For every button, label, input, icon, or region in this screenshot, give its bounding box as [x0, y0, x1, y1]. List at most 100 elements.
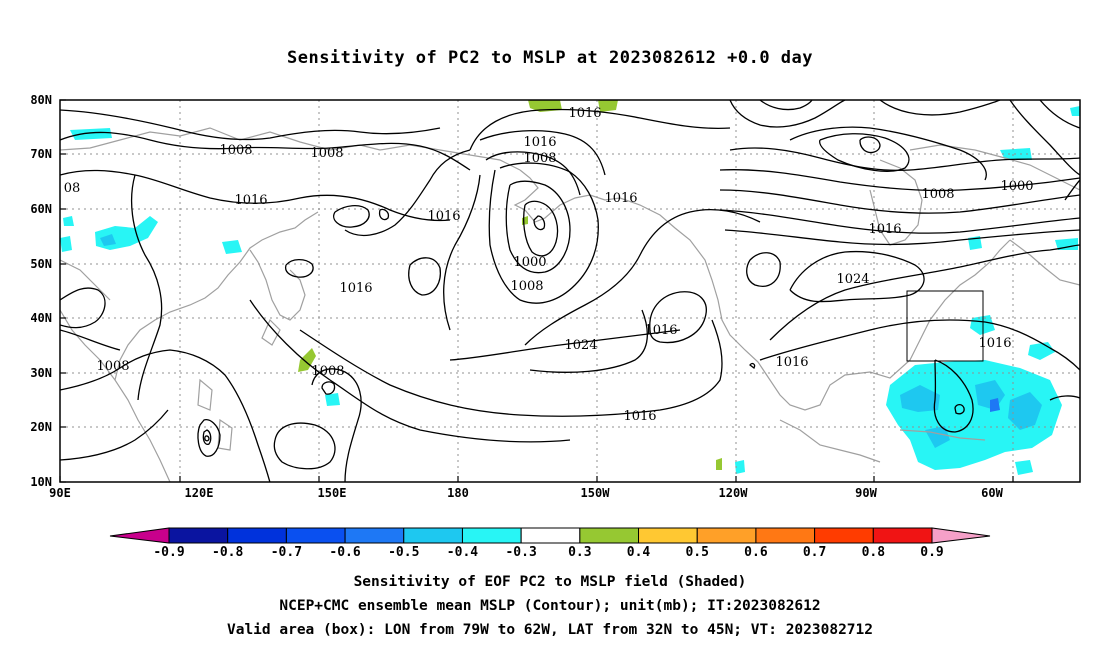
contour-label: 1008 [311, 364, 344, 379]
colorbar-label: -0.4 [447, 545, 478, 560]
lon-label: 120W [719, 486, 749, 500]
colorbar-box [344, 527, 405, 544]
lat-label: 50N [30, 257, 52, 271]
contour-line [60, 109, 441, 141]
shade-patch [522, 216, 528, 225]
contour-line [60, 169, 451, 222]
contour-label: 1016 [568, 106, 601, 121]
contour-label: 1000 [1000, 179, 1033, 194]
contour-line [60, 409, 169, 461]
colorbar-box [461, 527, 522, 544]
contour-line [533, 215, 546, 231]
contour-line [759, 100, 813, 111]
shade-patch [900, 385, 940, 412]
contour-line [859, 136, 881, 154]
contour-label: 1016 [604, 191, 637, 206]
contour-line [1049, 395, 1080, 401]
contour-label: 1024 [836, 272, 869, 287]
shade-patch [100, 234, 116, 246]
shade-patch [598, 100, 618, 112]
shade-patch [1015, 460, 1033, 475]
colorbar-box [285, 527, 346, 544]
contour-line [729, 147, 1080, 172]
contour-label: 1016 [234, 193, 267, 208]
colorbar-label: 0.6 [744, 545, 768, 560]
coastline [217, 418, 233, 451]
colorbar-labels: -0.9 -0.8 -0.7 -0.6 -0.5 -0.4 -0.3 0.3 0.4 0.5 0.6… [153, 545, 943, 560]
coastline [249, 249, 306, 321]
coastline [779, 419, 881, 463]
contour-line [1009, 100, 1080, 176]
contour-line [485, 151, 581, 196]
contour-line [443, 174, 481, 331]
contour-line [719, 189, 1080, 214]
coastline [60, 127, 521, 171]
colorbar-box [755, 527, 816, 544]
latitude-labels: 80N 70N 60N 50N 40N 30N 20N 10N [30, 93, 52, 489]
colorbar-max-triangle [931, 527, 991, 544]
coastline [114, 211, 319, 381]
shade-patch [1055, 238, 1078, 250]
contour-line [719, 169, 1080, 192]
contour-line [60, 287, 106, 329]
lon-label: 180 [447, 486, 469, 500]
colorbar-box [638, 527, 698, 544]
contour-line [488, 162, 599, 304]
colorbar-box [168, 527, 229, 544]
contour-label: 1016 [978, 336, 1011, 351]
valid-area-box [906, 290, 984, 362]
contour-label: 1016 [868, 222, 901, 237]
lon-label: 60W [981, 486, 1003, 500]
contour-line [789, 250, 925, 303]
contour-label: 1016 [644, 323, 677, 338]
tick-marks [59, 99, 1014, 483]
colorbar-label: 0.4 [627, 545, 651, 560]
colorbar-box [872, 527, 933, 544]
contour-label: 1008 [523, 151, 556, 166]
colorbar: -0.9 -0.8 -0.7 -0.6 -0.5 -0.4 -0.3 0.3 0.4 0.5 0.6… [109, 527, 991, 560]
contour-label: 1008 [921, 187, 954, 202]
colorbar-label: -0.9 [153, 545, 184, 560]
contour-line [529, 309, 648, 373]
colorbar-label: 0.3 [568, 545, 591, 560]
contour-label: 1008 [219, 143, 252, 158]
lat-label: 60N [30, 202, 52, 216]
lat-label: 30N [30, 366, 52, 380]
contour-line [649, 291, 707, 344]
shade-patch [222, 240, 242, 254]
shade-patch [1008, 392, 1042, 430]
contour-line [311, 368, 362, 482]
contour-line [769, 244, 1080, 341]
contour-label: 1016 [623, 409, 656, 424]
contour-label: 1008 [510, 279, 543, 294]
shade-patch [298, 348, 316, 372]
coastlines [60, 127, 1080, 482]
caption-line-1: Sensitivity of EOF PC2 to MSLP field (Sh… [353, 574, 747, 590]
caption-line-2: NCEP+CMC ensemble mean MSLP (Contour); u… [279, 598, 821, 614]
contour-line [954, 403, 965, 415]
contour-line [469, 108, 731, 151]
lat-label: 20N [30, 420, 52, 434]
contour-label: 1016 [339, 281, 372, 296]
lon-label: 150E [318, 486, 347, 500]
shade-patch [886, 360, 1062, 470]
colorbar-label: -0.3 [505, 545, 536, 560]
coastline [1009, 239, 1080, 286]
contour-line [204, 435, 210, 442]
shade-patch [716, 458, 722, 470]
coastline [60, 309, 171, 482]
colorbar-min-triangle [109, 527, 170, 544]
coastline [197, 378, 213, 411]
coastline [261, 318, 281, 346]
colorbar-label: 0.7 [803, 545, 826, 560]
colorbar-box [579, 527, 640, 544]
colorbar-box [520, 527, 581, 544]
lat-label: 40N [30, 311, 52, 325]
contour-line [523, 200, 559, 257]
map-title: Sensitivity of PC2 to MSLP at 2023082612… [286, 48, 813, 68]
contour-line [746, 252, 781, 287]
colorbar-label: 0.5 [685, 545, 708, 560]
contour-label: 08 [64, 181, 81, 196]
map-frame [59, 99, 1081, 483]
contour-line [819, 133, 910, 172]
